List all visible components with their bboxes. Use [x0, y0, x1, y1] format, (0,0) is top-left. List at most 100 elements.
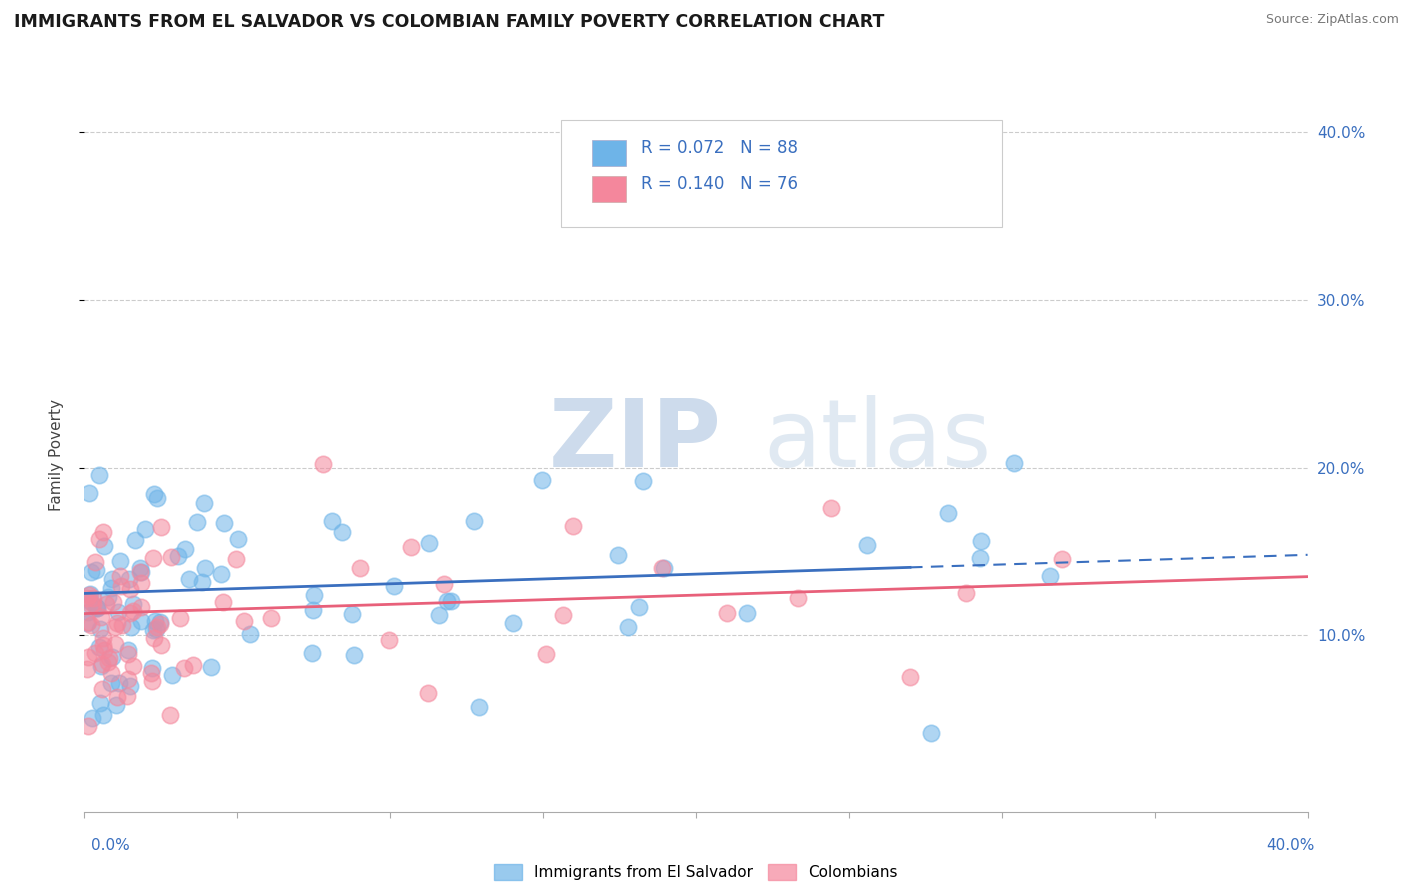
Legend: Immigrants from El Salvador, Colombians: Immigrants from El Salvador, Colombians	[488, 858, 904, 886]
Point	[617, 620, 640, 634]
Point	[162, 668, 184, 682]
FancyBboxPatch shape	[561, 120, 1002, 227]
Point	[159, 708, 181, 723]
Point	[226, 533, 249, 547]
Point	[104, 620, 127, 634]
Point	[82, 597, 104, 611]
Point	[91, 525, 114, 540]
Point	[149, 617, 172, 632]
Point	[89, 532, 111, 546]
Point	[418, 536, 440, 550]
Point	[118, 573, 141, 587]
Point	[142, 623, 165, 637]
Point	[121, 605, 143, 619]
Point	[120, 620, 142, 634]
Point	[104, 637, 127, 651]
Y-axis label: Family Poverty: Family Poverty	[49, 399, 63, 511]
Point	[969, 551, 991, 566]
Point	[321, 514, 343, 528]
Point	[129, 565, 152, 579]
Point	[86, 601, 108, 615]
Text: IMMIGRANTS FROM EL SALVADOR VS COLOMBIAN FAMILY POVERTY CORRELATION CHART: IMMIGRANTS FROM EL SALVADOR VS COLOMBIAN…	[14, 13, 884, 31]
Point	[101, 572, 124, 586]
Point	[101, 595, 124, 609]
Point	[98, 650, 121, 665]
Point	[118, 607, 141, 621]
Point	[122, 659, 145, 673]
Text: 40.0%: 40.0%	[1267, 838, 1315, 854]
Point	[173, 661, 195, 675]
Point	[91, 707, 114, 722]
Point	[855, 538, 877, 552]
Point	[225, 551, 247, 566]
Text: Source: ZipAtlas.com: Source: ZipAtlas.com	[1265, 13, 1399, 27]
Point	[83, 555, 105, 569]
Point	[330, 525, 353, 540]
Point	[233, 615, 256, 629]
Point	[384, 578, 406, 592]
Point	[120, 679, 142, 693]
Point	[93, 631, 115, 645]
Point	[716, 607, 738, 621]
Point	[86, 601, 108, 615]
Point	[124, 533, 146, 547]
Point	[193, 496, 215, 510]
Point	[107, 605, 129, 619]
Point	[100, 665, 122, 680]
Point	[90, 659, 112, 673]
Point	[301, 603, 323, 617]
Point	[194, 560, 217, 574]
Point	[191, 575, 214, 590]
Point	[82, 711, 104, 725]
Point	[561, 519, 583, 533]
Point	[181, 657, 204, 672]
Point	[631, 474, 654, 488]
Point	[651, 561, 673, 575]
Point	[159, 550, 181, 565]
Point	[141, 660, 163, 674]
Point	[97, 655, 120, 669]
Point	[436, 593, 458, 607]
Text: ZIP: ZIP	[550, 394, 723, 487]
Point	[1050, 552, 1073, 566]
Point	[101, 650, 124, 665]
Point	[531, 473, 554, 487]
Point	[93, 639, 115, 653]
Point	[143, 487, 166, 501]
Point	[149, 615, 172, 629]
Point	[143, 631, 166, 645]
Point	[76, 591, 98, 606]
Point	[129, 599, 152, 614]
Point	[129, 565, 152, 579]
Point	[186, 516, 208, 530]
Point	[301, 647, 323, 661]
Point	[89, 696, 111, 710]
Point	[145, 620, 167, 634]
Point	[79, 593, 101, 607]
Point	[82, 591, 104, 605]
Point	[100, 581, 122, 595]
Point	[100, 675, 122, 690]
Text: R = 0.140   N = 76: R = 0.140 N = 76	[641, 175, 799, 193]
Point	[145, 491, 167, 505]
Point	[142, 550, 165, 565]
Point	[143, 614, 166, 628]
Point	[145, 623, 167, 637]
Point	[84, 600, 107, 615]
Point	[120, 582, 142, 596]
Point	[955, 585, 977, 599]
Point	[79, 598, 101, 612]
Point	[79, 587, 101, 601]
Point	[94, 597, 117, 611]
Point	[239, 627, 262, 641]
Point	[936, 506, 959, 520]
Point	[211, 595, 233, 609]
Point	[149, 520, 172, 534]
Point	[349, 561, 371, 575]
Point	[104, 698, 127, 712]
Point	[89, 622, 111, 636]
Point	[735, 606, 758, 620]
Point	[79, 588, 101, 602]
Point	[107, 615, 129, 630]
Text: R = 0.072   N = 88: R = 0.072 N = 88	[641, 139, 799, 157]
